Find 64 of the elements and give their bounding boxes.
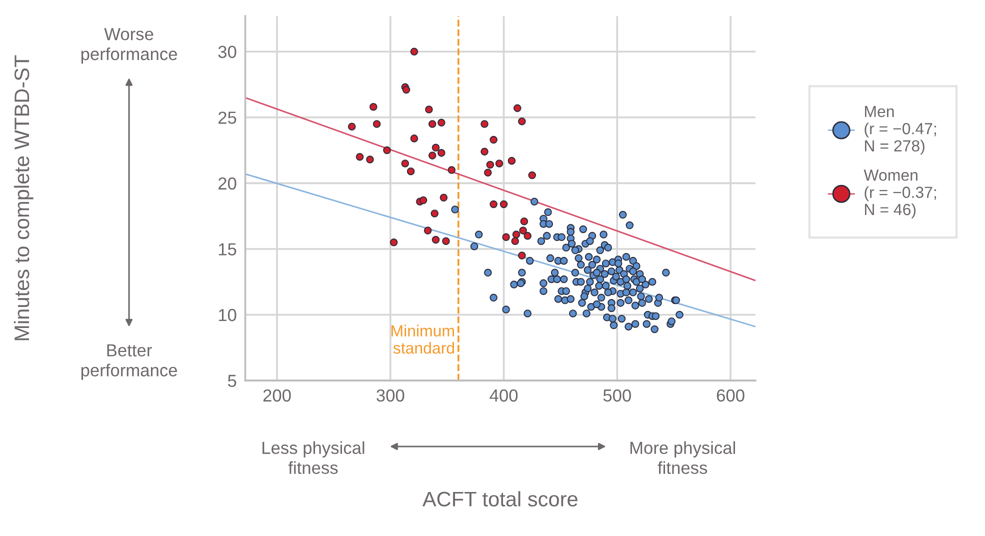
point (518, 117, 526, 126)
point (348, 122, 356, 130)
point (490, 200, 498, 208)
point (508, 156, 516, 165)
text: Worse performance (81, 28, 177, 64)
point (512, 230, 520, 238)
point (410, 134, 418, 142)
point (514, 104, 522, 112)
point (490, 136, 498, 144)
point (495, 160, 504, 168)
point (480, 148, 488, 156)
point (438, 118, 446, 127)
point (511, 237, 520, 245)
point (524, 232, 532, 240)
y-tick-label: 25 (218, 112, 236, 124)
point (480, 120, 488, 128)
point (424, 226, 432, 234)
y-tick-label: 30 (218, 46, 236, 58)
point (484, 168, 492, 177)
point (502, 233, 510, 242)
point (366, 156, 374, 164)
x-tick-label: 300 (376, 389, 404, 402)
text: Better performance (81, 344, 177, 380)
y-tick-label: 5 (228, 374, 236, 388)
point (440, 194, 448, 202)
x-tick-label: 500 (603, 389, 631, 402)
ref-line-label: Minimum standard (392, 324, 454, 354)
point (448, 166, 456, 174)
point (428, 120, 436, 128)
point (372, 120, 381, 128)
point (438, 149, 446, 157)
text: Minutes to complete WTBD-ST (14, 55, 34, 340)
point (425, 106, 433, 114)
point (519, 226, 527, 234)
point (410, 48, 418, 56)
point (432, 144, 440, 152)
x-axis-title: ACFT total score (422, 491, 578, 506)
legend-label: Women (r = −0.37; N = 46) (864, 170, 936, 218)
point (370, 102, 378, 111)
y-tick-label: 15 (218, 243, 236, 256)
point (520, 217, 528, 226)
point (442, 237, 450, 245)
point (500, 200, 508, 208)
point (406, 167, 415, 176)
x-tick-label: 600 (716, 389, 744, 402)
x-tick-label: 200 (263, 389, 291, 402)
y-tick-label: 20 (218, 177, 236, 190)
point (356, 152, 364, 161)
point (428, 152, 436, 160)
point (528, 171, 536, 180)
point (432, 236, 440, 244)
point (402, 86, 410, 94)
point (486, 160, 494, 169)
text: Less physical fitness (262, 441, 364, 474)
legend-label: Men (r = −0.47; N = 278) (864, 106, 936, 155)
point (518, 252, 526, 260)
point (430, 210, 439, 218)
point (419, 196, 428, 204)
x-tick-label: 400 (490, 389, 518, 402)
y-tick-label: 10 (218, 308, 236, 322)
text: More physical fitness (630, 441, 735, 474)
point (401, 160, 410, 168)
point (390, 238, 398, 246)
point (383, 146, 391, 154)
